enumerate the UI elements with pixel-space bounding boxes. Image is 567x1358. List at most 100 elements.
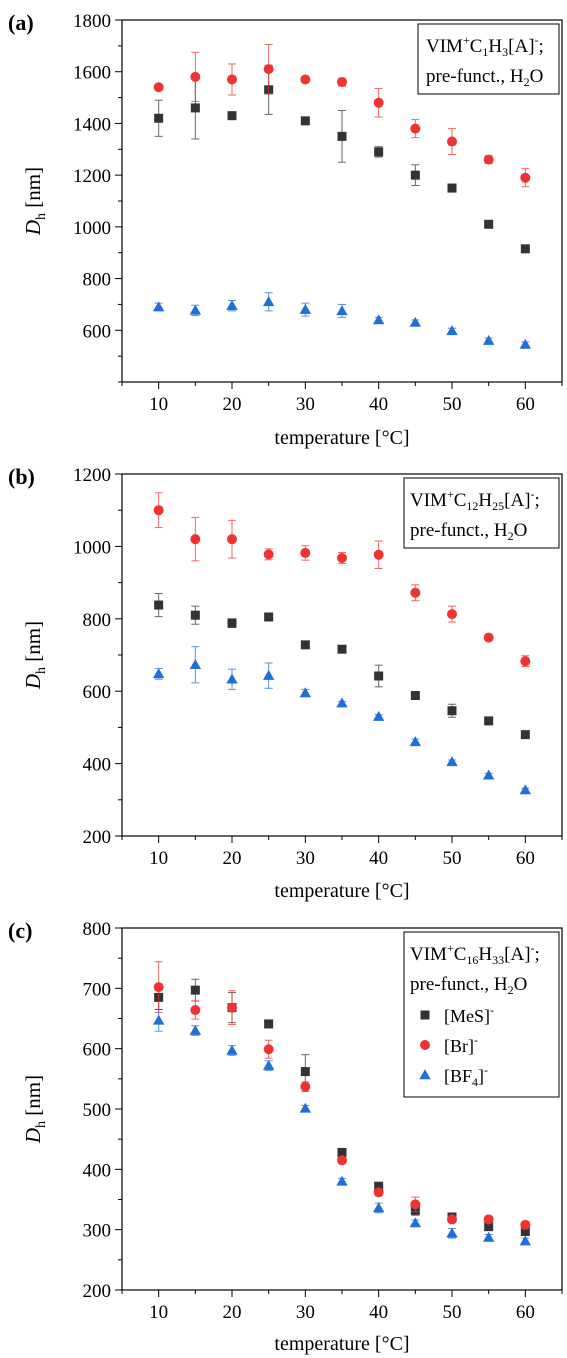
data-point: [153, 982, 164, 993]
x-tick-label: 30: [296, 1302, 315, 1323]
data-point: [337, 1155, 347, 1166]
y-axis-subscript: h: [34, 1121, 49, 1128]
x-tick-label: 10: [149, 1302, 168, 1323]
data-point: [227, 111, 237, 121]
legend-title-part: pre-funct., H: [426, 66, 524, 87]
data-point: [226, 673, 238, 684]
legend-title-sub: 33: [492, 953, 504, 967]
x-axis-label: temperature [°C]: [274, 1333, 409, 1355]
legend-title-part: VIM: [426, 36, 463, 57]
data-point: [190, 534, 201, 545]
data-point: [300, 640, 310, 650]
data-point: [300, 1081, 311, 1092]
legend-title-part: O: [530, 66, 544, 87]
data-point: [520, 1219, 531, 1230]
series-mes: [154, 64, 530, 254]
data-point: [373, 549, 384, 560]
data-point: [482, 769, 495, 780]
data-point: [264, 1019, 274, 1029]
y-tick-label: 1200: [73, 166, 111, 187]
legend-title-part: [A]: [504, 490, 530, 511]
data-point: [520, 172, 531, 183]
data-point: [262, 1059, 275, 1070]
data-point: [409, 316, 422, 327]
legend-entry-br: [Br]-: [444, 1033, 478, 1056]
data-point: [154, 600, 164, 610]
y-tick-label: 200: [83, 827, 112, 848]
legend-title-part: VIM: [410, 490, 447, 511]
legend-symbol: [420, 1040, 430, 1050]
data-point: [227, 1002, 237, 1013]
data-point: [264, 612, 274, 622]
legend-title-part: H: [478, 490, 492, 511]
y-axis-unit: [nm]: [21, 1075, 45, 1121]
y-tick-label: 800: [83, 610, 112, 631]
legend-title-sub: 12: [466, 499, 478, 513]
data-point: [374, 671, 384, 681]
data-point: [190, 610, 200, 620]
data-point: [483, 1214, 494, 1225]
y-tick-label: 1000: [73, 218, 111, 239]
data-point: [300, 1067, 310, 1077]
legend-symbol: [419, 1069, 431, 1080]
data-point: [447, 183, 457, 193]
legend-title-line2: pre-funct., H2O: [426, 66, 543, 89]
data-point: [336, 305, 348, 316]
data-point: [152, 668, 165, 679]
data-point: [373, 1187, 384, 1198]
series-bf4: [152, 292, 532, 349]
data-point: [372, 1202, 385, 1213]
legend-entry-bf4: [BF4]-: [444, 1063, 488, 1089]
data-point: [189, 659, 202, 670]
legend-title-part: pre-funct., H: [410, 974, 508, 995]
data-point: [190, 985, 200, 995]
legend-title-line1: VIM+C16H33[A]-;: [410, 941, 540, 967]
y-tick-label: 700: [83, 979, 112, 1000]
y-tick-label: 800: [83, 270, 112, 291]
data-point: [262, 296, 275, 307]
data-point: [482, 1231, 495, 1242]
panel-c: (c) 10 20 30 40 50 60 200 300 400 500 600 700 800 Dh…: [8, 918, 563, 1355]
legend-title-part: O: [514, 520, 528, 541]
legend-title-part: H: [478, 944, 492, 965]
x-tick-label: 50: [443, 394, 462, 415]
data-point: [447, 1214, 457, 1225]
data-point: [300, 547, 311, 558]
legend-title-sub: 2: [524, 75, 530, 89]
legend-title-sup: -: [531, 941, 535, 955]
data-point: [227, 534, 237, 545]
y-tick-label: 400: [83, 1160, 112, 1181]
legend-title-part: [A]: [504, 944, 530, 965]
legend-entry-text: [Br]: [444, 1036, 474, 1056]
data-point: [226, 1044, 238, 1055]
legend-box: [403, 931, 560, 1098]
data-point: [519, 338, 532, 349]
data-point: [446, 756, 458, 767]
x-tick-label: 30: [296, 848, 315, 869]
data-point: [446, 325, 458, 336]
data-point: [410, 691, 420, 701]
legend-symbol: [420, 1010, 430, 1020]
data-point: [519, 1235, 532, 1246]
legend-entry-text: [MeS]: [444, 1006, 490, 1026]
legend-box: [417, 23, 560, 95]
legend-title-sub: 3: [502, 45, 508, 59]
y-tick-label: 600: [83, 1040, 112, 1061]
x-tick-label: 60: [516, 394, 535, 415]
data-point: [483, 632, 494, 643]
x-tick-label: 40: [369, 848, 388, 869]
data-point: [154, 113, 164, 123]
data-point: [189, 304, 202, 315]
legend: VIM+C16H33[A]-; pre-funct., H2O [MeS]- […: [403, 931, 560, 1098]
series-bf4: [152, 1008, 532, 1246]
legend-title-sub: 1: [482, 45, 488, 59]
data-point: [337, 1147, 347, 1157]
y-axis-symbol: D: [21, 220, 45, 236]
legend-title-line1: VIM+C1H3[A]-;: [426, 33, 544, 59]
legend: VIM+C12H25[A]-; pre-funct., H2O: [403, 477, 560, 549]
y-tick-label: 1400: [73, 114, 111, 135]
y-axis-subscript: h: [34, 667, 49, 674]
data-point: [226, 300, 238, 310]
y-axis-label: Dh [nm]: [21, 1075, 49, 1144]
legend-entry-sup: -: [490, 1003, 494, 1017]
